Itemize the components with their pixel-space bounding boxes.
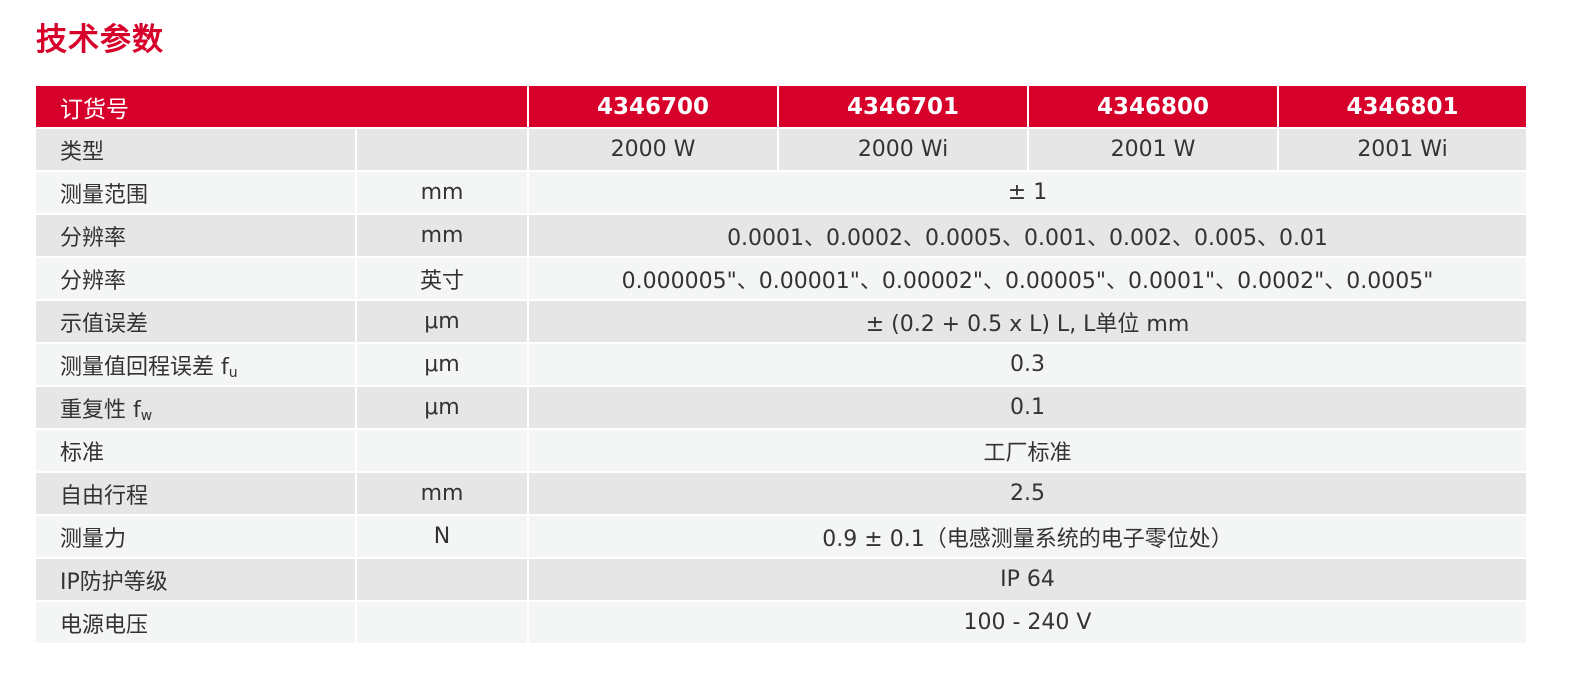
row-unit: mm bbox=[355, 213, 529, 258]
row-label-text: 电源电压 bbox=[60, 612, 149, 638]
row-value: IP 64 bbox=[527, 557, 1528, 602]
table-row: 测量力 N 0.9 ± 0.1（电感测量系统的电子零位处） bbox=[34, 514, 1528, 559]
table-row: 测量范围 mm ± 1 bbox=[34, 170, 1528, 215]
row-label: 类型 bbox=[34, 127, 357, 172]
table-row: 示值误差 μm ± (0.2 + 0.5 x L) L, L单位 mm bbox=[34, 299, 1528, 344]
row-label-text: 重复性 f bbox=[60, 397, 141, 423]
type-value: 2001 Wi bbox=[1277, 127, 1528, 172]
row-label: 测量值回程误差 fu bbox=[34, 342, 357, 387]
row-label: 分辨率 bbox=[34, 256, 357, 301]
table-row: 测量值回程误差 fu μm 0.3 bbox=[34, 342, 1528, 387]
row-value: 0.0001、0.0002、0.0005、0.001、0.002、0.005、0… bbox=[527, 213, 1528, 258]
row-label-text: 标准 bbox=[60, 440, 105, 466]
row-unit: N bbox=[355, 514, 529, 559]
table-row: 电源电压 100 - 240 V bbox=[34, 600, 1528, 645]
row-label: 示值误差 bbox=[34, 299, 357, 344]
row-label: 电源电压 bbox=[34, 600, 357, 645]
type-value: 2001 W bbox=[1027, 127, 1279, 172]
row-label-text: 测量范围 bbox=[60, 182, 149, 208]
type-row: 类型 2000 W 2000 Wi 2001 W 2001 Wi bbox=[34, 127, 1528, 172]
row-label-text: IP防护等级 bbox=[60, 569, 168, 595]
table-row: 标准 工厂标准 bbox=[34, 428, 1528, 473]
row-unit bbox=[355, 428, 529, 473]
row-label-text: 测量力 bbox=[60, 526, 127, 552]
row-label: IP防护等级 bbox=[34, 557, 357, 602]
page-title: 技术参数 bbox=[36, 22, 164, 58]
type-value: 2000 W bbox=[527, 127, 779, 172]
row-unit: μm bbox=[355, 385, 529, 430]
row-value: 0.3 bbox=[527, 342, 1528, 387]
row-label-text: 测量值回程误差 f bbox=[60, 354, 229, 380]
row-label: 重复性 fw bbox=[34, 385, 357, 430]
row-label-subscript: u bbox=[228, 364, 238, 381]
row-label: 测量范围 bbox=[34, 170, 357, 215]
row-value: 工厂标准 bbox=[527, 428, 1528, 473]
row-value: ± 1 bbox=[527, 170, 1528, 215]
row-label: 分辨率 bbox=[34, 213, 357, 258]
row-label: 标准 bbox=[34, 428, 357, 473]
row-unit: 英寸 bbox=[355, 256, 529, 301]
row-label-text: 分辨率 bbox=[60, 225, 127, 251]
table-row: 分辨率 英寸 0.000005"、0.00001"、0.00002"、0.00005… bbox=[34, 256, 1528, 301]
row-label-subscript: w bbox=[140, 407, 153, 424]
row-unit: mm bbox=[355, 170, 529, 215]
table-row: 重复性 fw μm 0.1 bbox=[34, 385, 1528, 430]
type-value: 2000 Wi bbox=[777, 127, 1029, 172]
row-label: 自由行程 bbox=[34, 471, 357, 516]
table-row: 自由行程 mm 2.5 bbox=[34, 471, 1528, 516]
order-number: 4346801 bbox=[1277, 84, 1528, 129]
row-unit: mm bbox=[355, 471, 529, 516]
row-unit: μm bbox=[355, 342, 529, 387]
row-value: 0.000005"、0.00001"、0.00002"、0.00005"、0.0… bbox=[527, 256, 1528, 301]
row-unit: μm bbox=[355, 299, 529, 344]
row-unit bbox=[355, 557, 529, 602]
order-number: 4346800 bbox=[1027, 84, 1279, 129]
order-number-label: 订货号 bbox=[34, 84, 529, 129]
row-value: 2.5 bbox=[527, 471, 1528, 516]
table-row: 分辨率 mm 0.0001、0.0002、0.0005、0.001、0.002、0.… bbox=[34, 213, 1528, 258]
table-row: IP防护等级 IP 64 bbox=[34, 557, 1528, 602]
order-number: 4346701 bbox=[777, 84, 1029, 129]
row-value: 0.9 ± 0.1（电感测量系统的电子零位处） bbox=[527, 514, 1528, 559]
order-number: 4346700 bbox=[527, 84, 779, 129]
row-label-text: 自由行程 bbox=[60, 483, 149, 509]
row-value: ± (0.2 + 0.5 x L) L, L单位 mm bbox=[527, 299, 1528, 344]
row-label: 测量力 bbox=[34, 514, 357, 559]
row-value: 100 - 240 V bbox=[527, 600, 1528, 645]
header-row: 订货号 4346700 4346701 4346800 4346801 bbox=[34, 84, 1528, 129]
row-unit bbox=[355, 600, 529, 645]
row-value: 0.1 bbox=[527, 385, 1528, 430]
row-label-text: 示值误差 bbox=[60, 311, 149, 337]
row-unit bbox=[355, 127, 529, 172]
spec-table: 订货号 4346700 4346701 4346800 4346801 类型 2… bbox=[34, 84, 1528, 645]
row-label-text: 分辨率 bbox=[60, 268, 127, 294]
